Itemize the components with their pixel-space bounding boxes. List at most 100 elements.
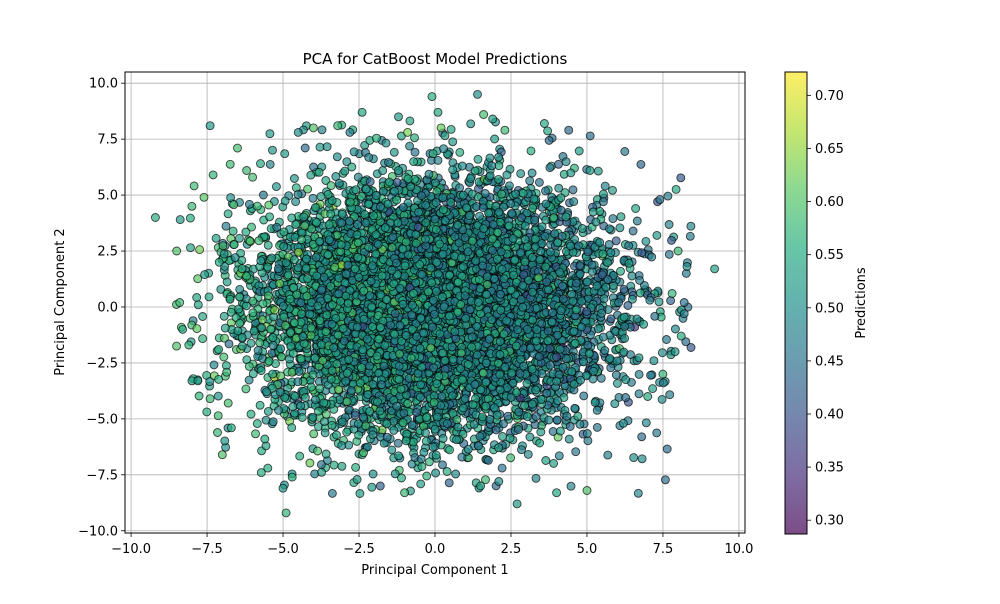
- scatter-point: [253, 420, 261, 428]
- chart-title: PCA for CatBoost Model Predictions: [303, 50, 568, 68]
- scatter-point: [315, 168, 323, 176]
- scatter-point: [537, 428, 545, 436]
- scatter-point: [199, 313, 207, 321]
- scatter-point: [193, 294, 201, 302]
- scatter-point: [651, 312, 659, 320]
- scatter-point: [173, 342, 181, 350]
- scatter-point: [545, 136, 553, 144]
- scatter-point: [210, 361, 218, 369]
- scatter-points: [151, 90, 718, 517]
- scatter-point: [528, 169, 536, 177]
- scatter-point: [642, 237, 650, 245]
- scatter-point: [264, 241, 272, 249]
- scatter-point: [257, 160, 265, 168]
- scatter-point: [649, 385, 657, 393]
- scatter-point: [580, 392, 588, 400]
- scatter-point: [215, 375, 223, 383]
- scatter-point: [683, 263, 691, 271]
- scatter-point: [570, 198, 578, 206]
- scatter-point: [269, 370, 277, 378]
- scatter-point: [354, 173, 362, 181]
- scatter-point: [638, 455, 646, 463]
- scatter-point: [526, 177, 534, 185]
- scatter-point: [296, 452, 304, 460]
- scatter-point: [236, 285, 244, 293]
- scatter-point: [356, 490, 364, 498]
- scatter-point: [507, 454, 515, 462]
- scatter-point: [199, 335, 207, 343]
- scatter-point: [544, 127, 552, 135]
- scatter-point: [629, 227, 637, 235]
- scatter-point: [613, 379, 621, 387]
- scatter-point: [338, 462, 346, 470]
- scatter-point: [252, 430, 260, 438]
- scatter-point: [298, 414, 306, 422]
- scatter-point: [594, 167, 602, 175]
- scatter-point: [247, 410, 255, 418]
- scatter-point: [281, 197, 289, 205]
- scatter-point: [382, 139, 390, 147]
- scatter-point: [634, 489, 642, 497]
- scatter-point: [647, 371, 655, 379]
- scatter-point: [567, 482, 575, 490]
- scatter-point: [467, 120, 475, 128]
- scatter-point: [205, 293, 213, 301]
- scatter-point: [212, 234, 220, 242]
- scatter-point: [661, 476, 669, 484]
- scatter-point: [663, 445, 671, 453]
- scatter-point: [655, 298, 663, 306]
- scatter-point: [222, 222, 230, 230]
- scatter-point: [452, 470, 460, 478]
- scatter-point: [194, 301, 202, 309]
- scatter-point: [575, 147, 583, 155]
- scatter-point: [390, 148, 398, 156]
- scatter-point: [504, 412, 512, 420]
- scatter-point: [500, 420, 508, 428]
- scatter-point: [358, 192, 366, 200]
- scatter-point: [277, 372, 285, 380]
- scatter-point: [565, 435, 573, 443]
- scatter-point: [633, 217, 641, 225]
- scatter-point: [220, 353, 228, 361]
- scatter-point: [664, 192, 672, 200]
- scatter-point: [256, 401, 264, 409]
- scatter-point: [264, 407, 272, 415]
- scatter-point: [555, 160, 563, 168]
- scatter-point: [432, 469, 440, 477]
- scatter-point: [206, 378, 214, 386]
- scatter-point: [617, 213, 625, 221]
- scatter-point: [449, 138, 457, 146]
- scatter-point: [203, 408, 211, 416]
- scatter-point: [569, 186, 577, 194]
- scatter-point: [687, 222, 695, 230]
- scatter-point: [193, 325, 201, 333]
- scatter-point: [630, 454, 638, 462]
- scatter-point: [411, 134, 419, 142]
- scatter-point: [247, 339, 255, 347]
- scatter-point: [532, 474, 540, 482]
- scatter-point: [617, 267, 625, 275]
- scatter-point: [366, 178, 374, 186]
- scatter-point: [555, 452, 563, 460]
- scatter-point: [423, 472, 431, 480]
- scatter-point: [289, 403, 297, 411]
- scatter-point: [672, 185, 680, 193]
- scatter-point: [456, 148, 464, 156]
- scatter-point: [369, 470, 377, 478]
- scatter-point: [242, 385, 250, 393]
- scatter-point: [333, 153, 341, 161]
- scatter-point: [498, 464, 506, 472]
- scatter-point: [224, 210, 232, 218]
- scatter-point: [254, 347, 262, 355]
- scatter-point: [447, 125, 455, 133]
- scatter-point: [224, 399, 232, 407]
- scatter-point: [686, 232, 694, 240]
- scatter-point: [417, 480, 425, 488]
- scatter-point: [677, 174, 685, 182]
- scatter-point: [317, 461, 325, 469]
- scatter-point: [310, 430, 318, 438]
- scatter-point: [186, 214, 194, 222]
- scatter-point: [301, 144, 309, 152]
